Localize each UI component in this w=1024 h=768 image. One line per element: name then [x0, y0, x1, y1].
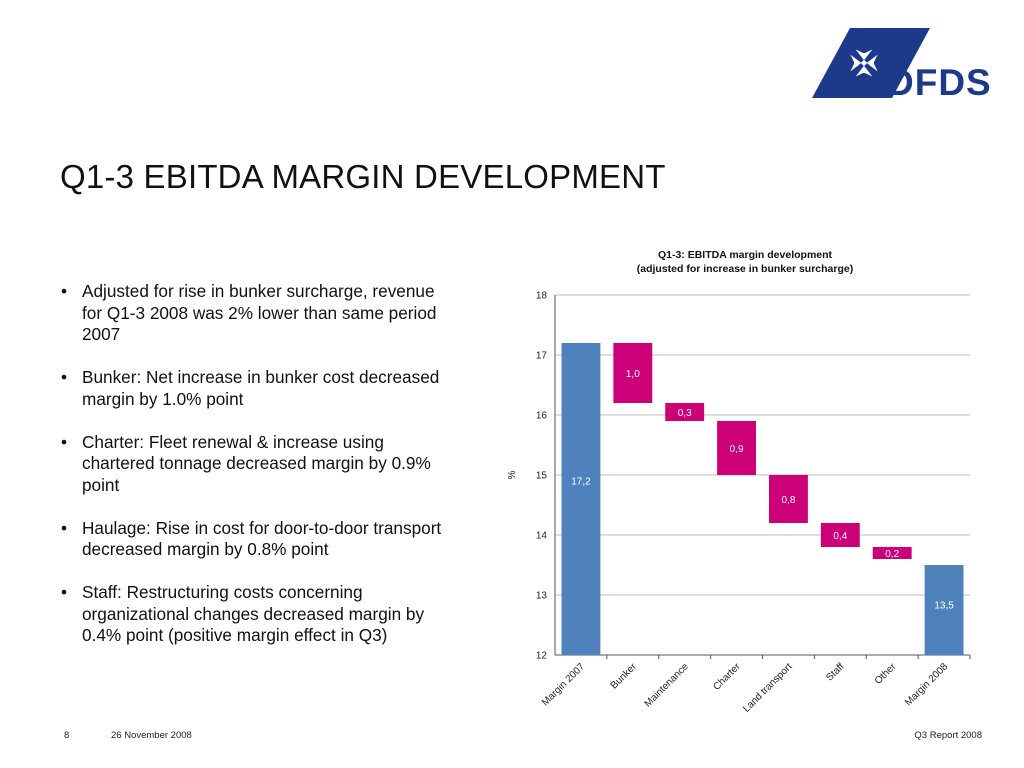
bar	[872, 547, 912, 559]
y-tick-label: 12	[536, 651, 548, 662]
bar	[613, 343, 653, 403]
bar	[820, 523, 860, 547]
chart-subtitle: (adjusted for increase in bunker surchar…	[636, 263, 854, 275]
logo-text: DFDS	[887, 62, 992, 100]
x-category-label: Margin 2008	[903, 661, 950, 708]
bar	[665, 403, 705, 421]
bullet-dot-icon: •	[61, 431, 68, 452]
chart-title: Q1-3: EBITDA margin development	[657, 249, 833, 261]
bar	[561, 343, 601, 655]
y-tick-label: 16	[536, 411, 548, 422]
logo-maltese-cross-icon	[850, 49, 878, 77]
data-label: 0,3	[678, 408, 692, 419]
bullet-item: • Adjusted for rise in bunker surcharge, …	[61, 281, 437, 344]
page-title: Q1-3 EBITDA MARGIN DEVELOPMENT	[60, 158, 666, 195]
data-label: 0,4	[833, 531, 847, 542]
x-category-label: Charter	[711, 661, 743, 693]
bar	[924, 565, 964, 655]
data-label: 17,2	[571, 476, 591, 487]
y-tick-label: 15	[536, 471, 548, 482]
x-category-label: Staff	[824, 661, 846, 683]
x-category-label: Maintenance	[643, 661, 692, 710]
data-label: 1,0	[626, 369, 640, 380]
bullet-item: • Bunker: Net increase in bunker cost dec…	[61, 367, 440, 409]
bullet-item: • Staff: Restructuring costs concerning o…	[61, 582, 425, 645]
data-label: 13,5	[934, 601, 954, 612]
data-label: 0,9	[730, 444, 744, 455]
x-category-label: Bunker	[609, 661, 640, 692]
bullet-item: • Charter: Fleet renewal & increase using…	[61, 431, 431, 495]
y-tick-label: 14	[536, 531, 548, 542]
bar	[717, 421, 757, 475]
y-tick-label: 18	[536, 291, 548, 302]
y-tick-label: 17	[536, 351, 548, 362]
x-category-label: Land transport	[741, 661, 795, 715]
bullet-dot-icon: •	[61, 367, 68, 387]
y-tick-label: 13	[536, 591, 548, 602]
data-label: 0,8	[781, 495, 795, 506]
waterfall-chart: 12 13 14 15 16 17 18% 17,2 Margin 2007 1,0 Bunker 0…	[507, 291, 971, 715]
chart-title-block: Q1-3: EBITDA margin development (adjuste…	[560, 248, 930, 276]
bullet-list: • Adjusted for rise in bunker surcharge, …	[60, 281, 445, 668]
bullet-item: • Haulage: Rise in cost for door-to-door …	[61, 517, 442, 560]
x-category-label: Margin 2007	[540, 661, 587, 708]
dfds-logo: DFDS	[812, 28, 992, 103]
x-category-label: Other	[873, 661, 899, 687]
y-axis-label: %	[507, 470, 518, 479]
bullet-dot-icon: •	[61, 582, 68, 602]
data-label: 0,2	[885, 549, 899, 560]
footer-report-name: Q3 Report 2008	[914, 730, 982, 741]
bar	[768, 475, 808, 523]
bullet-dot-icon: •	[61, 517, 68, 538]
footer-page-number: 8	[64, 730, 70, 741]
footer-date: 26 November 2008	[111, 730, 192, 741]
bullet-dot-icon: •	[61, 281, 68, 301]
